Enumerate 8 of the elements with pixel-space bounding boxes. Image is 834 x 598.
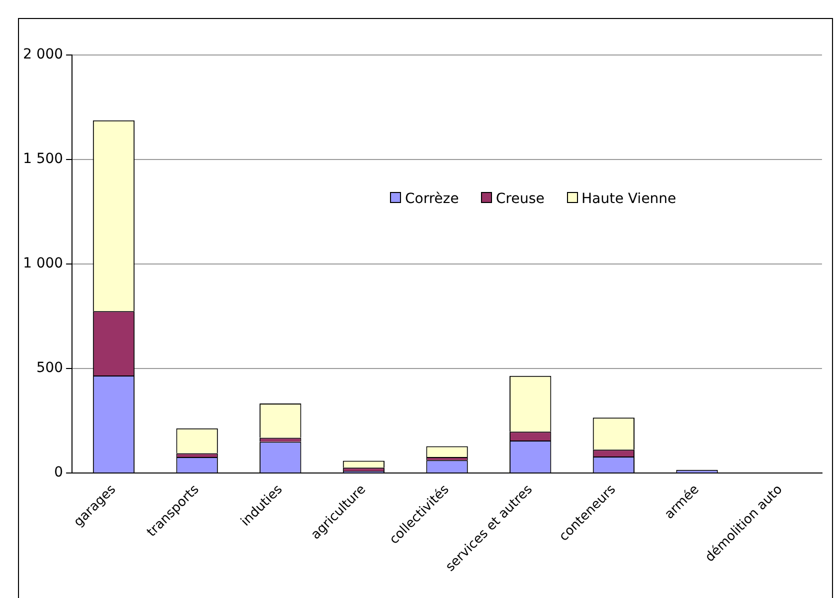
legend-label: Creuse bbox=[494, 191, 544, 207]
legend-label: Corrèze bbox=[404, 191, 459, 207]
y-tick-label: 1 500 bbox=[22, 151, 64, 168]
y-tick-label: 0 bbox=[54, 464, 64, 481]
y-tick-label: 500 bbox=[36, 360, 64, 376]
y-tick-label: 1 000 bbox=[22, 256, 64, 272]
legend-label: Haute Vienne bbox=[580, 191, 676, 207]
y-tick-label: 2 000 bbox=[22, 46, 64, 63]
